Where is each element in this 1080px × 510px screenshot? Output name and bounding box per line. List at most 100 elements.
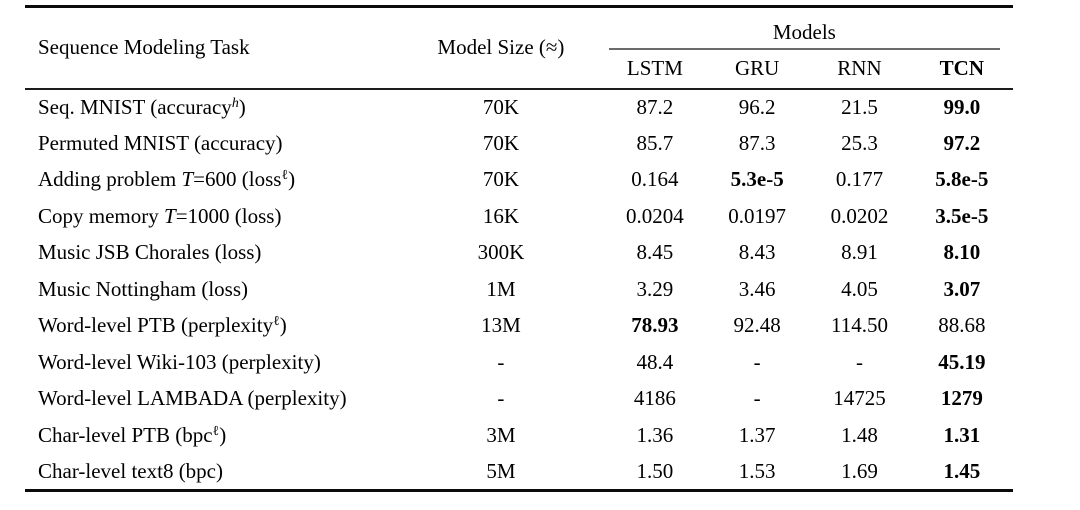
task-cell: Word-level LAMBADA (perplexity) [25, 381, 398, 418]
table-body: Seq. MNIST (accuracyh) 70K 87.2 96.2 21.5 99.… [25, 89, 1013, 491]
value-cell: - [753, 349, 761, 374]
task-label-segment: ℓ [212, 422, 220, 438]
value-cell: 97.2 [943, 130, 981, 155]
model-size-cell: 16K [482, 203, 520, 228]
value-cell: 85.7 [636, 130, 674, 155]
table-row: Word-level LAMBADA (perplexity) - 4186 - 147… [25, 381, 1013, 418]
value-cell: 5.8e-5 [935, 167, 989, 192]
value-cell: 45.19 [938, 349, 986, 374]
value-cell: 3.46 [738, 276, 776, 301]
task-cell: Adding problem T=600 (lossℓ) [25, 162, 398, 199]
table-header: Sequence Modeling Task Model Size (≈) Mo… [25, 7, 1013, 89]
model-size-cell: 13M [481, 313, 521, 338]
task-cell: Char-level PTB (bpcℓ) [25, 417, 398, 454]
model-size-cell: 3M [486, 422, 516, 447]
value-cell: 96.2 [738, 94, 776, 119]
value-cell: 8.43 [738, 240, 776, 265]
value-cell: 0.164 [631, 167, 679, 192]
models-group-label: Models [608, 21, 1000, 50]
task-cell: Music Nottingham (loss) [25, 271, 398, 308]
column-header-gru: GRU [735, 56, 780, 80]
task-cell: Char-level text8 (bpc) [25, 454, 398, 491]
task-label-segment: T [181, 167, 194, 192]
model-size-cell: 70K [482, 167, 520, 192]
value-cell: 8.10 [943, 240, 981, 265]
value-cell: 3.29 [636, 276, 674, 301]
value-cell: 1.69 [841, 458, 878, 483]
task-cell: Word-level PTB (perplexityℓ) [25, 308, 398, 345]
model-size-cell: - [497, 386, 505, 411]
task-cell: Copy memory T=1000 (loss) [25, 198, 398, 235]
results-table: Sequence Modeling Task Model Size (≈) Mo… [25, 5, 1013, 492]
column-header-rnn: RNN [837, 56, 882, 80]
task-label-segment: Music Nottingham (loss) [38, 276, 248, 301]
value-cell: 5.3e-5 [730, 167, 784, 192]
model-size-cell: 300K [477, 240, 525, 265]
task-label-segment: ) [288, 167, 296, 192]
value-cell: 92.48 [733, 313, 781, 338]
column-header-model-size: Model Size (≈) [437, 35, 565, 60]
task-label-segment: h [231, 94, 239, 110]
task-label-segment: ℓ [273, 313, 280, 329]
value-cell: 87.2 [636, 94, 674, 119]
header-group-row: Sequence Modeling Task Model Size (≈) Mo… [25, 7, 1013, 58]
value-cell: 3.07 [943, 276, 981, 301]
column-header-lstm: LSTM [626, 56, 683, 80]
value-cell: 88.68 [938, 313, 986, 338]
task-label-segment: =1000 (loss) [175, 203, 282, 228]
model-size-cell: 70K [482, 94, 520, 119]
task-label-segment: Char-level PTB (bpc [38, 422, 213, 447]
task-label-segment: ) [279, 313, 287, 338]
value-cell: 4.05 [841, 276, 878, 301]
value-cell: 25.3 [841, 130, 878, 155]
value-cell: 1.48 [841, 422, 878, 447]
value-cell: 99.0 [943, 94, 981, 119]
value-cell: 1.37 [738, 422, 776, 447]
task-cell: Permuted MNIST (accuracy) [25, 125, 398, 162]
model-size-cell: - [497, 349, 505, 374]
value-cell: 0.177 [835, 167, 884, 192]
value-cell: 3.5e-5 [935, 203, 989, 228]
value-cell: 1.36 [636, 422, 674, 447]
value-cell: - [753, 386, 761, 411]
table-row: Permuted MNIST (accuracy) 70K 85.7 87.3 25.3… [25, 125, 1013, 162]
value-cell: 8.91 [841, 240, 878, 265]
value-cell: 1.50 [636, 458, 674, 483]
model-size-cell: 5M [486, 458, 516, 483]
task-label-segment: ℓ [281, 167, 289, 183]
task-cell: Seq. MNIST (accuracyh) [25, 89, 398, 126]
task-label-segment: ) [238, 94, 246, 119]
value-cell: 0.0204 [626, 203, 684, 228]
value-cell: 87.3 [738, 130, 776, 155]
value-cell: 21.5 [841, 94, 878, 119]
table-row: Char-level PTB (bpcℓ) 3M 1.36 1.37 1.48 1.31 [25, 417, 1013, 454]
table-row: Music JSB Chorales (loss) 300K 8.45 8.43 8.9… [25, 235, 1013, 272]
value-cell: 0.0197 [728, 203, 787, 228]
value-cell: 78.93 [631, 313, 679, 338]
task-label-segment: Word-level Wiki-103 (perplexity) [38, 349, 321, 374]
value-cell: - [855, 349, 863, 374]
value-cell: 8.45 [636, 240, 674, 265]
task-label-segment: Permuted MNIST (accuracy) [38, 130, 283, 155]
value-cell: 4186 [633, 386, 676, 411]
model-size-cell: 1M [486, 276, 516, 301]
value-cell: 48.4 [636, 349, 674, 374]
task-label-segment: T [164, 203, 176, 228]
value-cell: 0.0202 [830, 203, 889, 228]
task-cell: Word-level Wiki-103 (perplexity) [25, 344, 398, 381]
table-row: Copy memory T=1000 (loss) 16K 0.0204 0.0197… [25, 198, 1013, 235]
task-label-segment: Word-level LAMBADA (perplexity) [38, 386, 347, 411]
task-label-segment: Adding problem [38, 167, 182, 192]
task-label-segment: =600 (loss [193, 167, 282, 192]
task-label-segment: Seq. MNIST (accuracy [38, 94, 232, 119]
task-cell: Music JSB Chorales (loss) [25, 235, 398, 272]
column-group-models: Models [604, 7, 1013, 50]
table-row: Adding problem T=600 (lossℓ) 70K 0.164 5.3e… [25, 162, 1013, 199]
table-row: Seq. MNIST (accuracyh) 70K 87.2 96.2 21.5 99.… [25, 89, 1013, 126]
table-row: Word-level Wiki-103 (perplexity) - 48.4 - - 4… [25, 344, 1013, 381]
table-row: Music Nottingham (loss) 1M 3.29 3.46 4.05 3.0… [25, 271, 1013, 308]
value-cell: 1.53 [738, 458, 776, 483]
column-header-task: Sequence Modeling Task [38, 35, 250, 60]
value-cell: 1279 [940, 386, 983, 411]
table-row: Char-level text8 (bpc) 5M 1.50 1.53 1.69 1.45 [25, 454, 1013, 491]
